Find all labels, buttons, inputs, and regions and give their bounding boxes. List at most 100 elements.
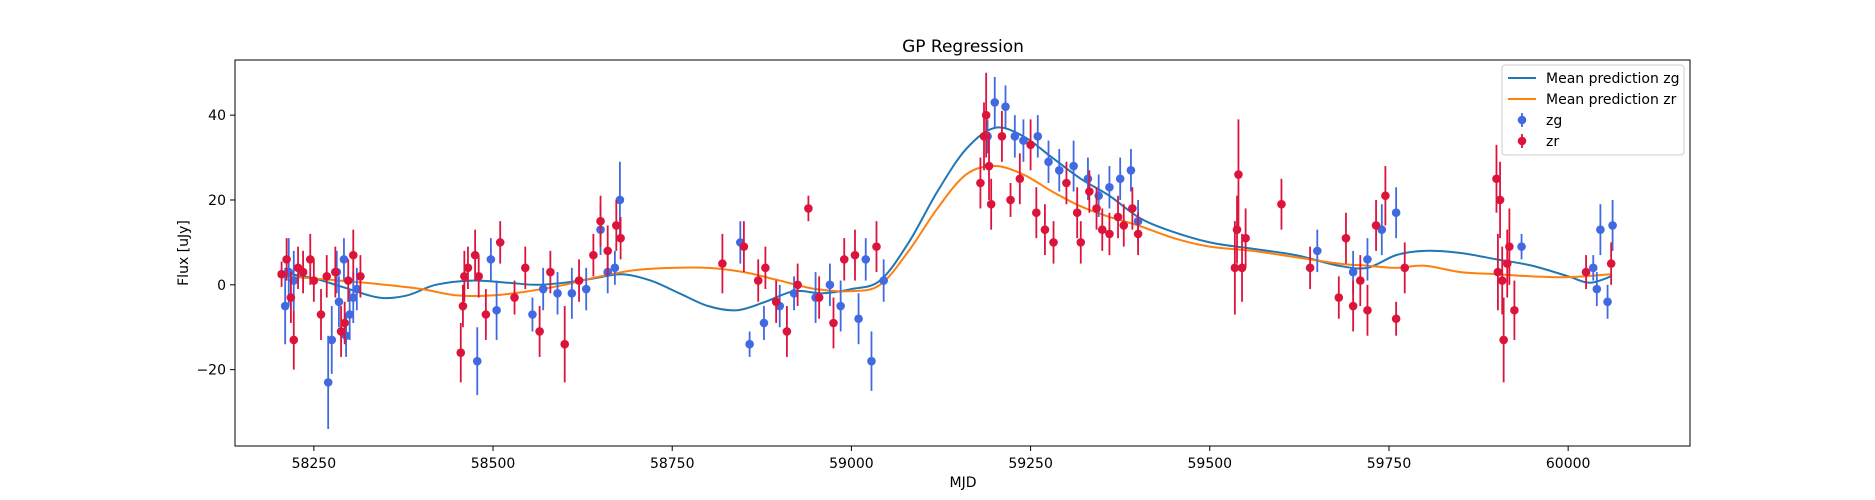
data-point bbox=[1072, 208, 1082, 218]
data-point bbox=[1006, 195, 1015, 205]
data-point bbox=[336, 327, 346, 336]
data-point bbox=[553, 288, 562, 298]
data-point bbox=[1128, 204, 1137, 213]
data-point bbox=[861, 255, 871, 264]
data-point bbox=[1517, 242, 1526, 251]
data-point bbox=[789, 288, 799, 298]
data-point bbox=[334, 297, 344, 307]
data-point bbox=[581, 284, 591, 294]
data-point bbox=[879, 276, 888, 285]
legend-box bbox=[1501, 64, 1685, 156]
data-point bbox=[814, 293, 824, 302]
data-point bbox=[1076, 238, 1086, 247]
data-point bbox=[348, 250, 358, 260]
legend-label: zr bbox=[1546, 134, 1559, 150]
data-point bbox=[984, 161, 994, 171]
prediction-line-zr bbox=[277, 165, 1612, 298]
data-point bbox=[309, 276, 319, 285]
data-point bbox=[331, 267, 340, 277]
data-point bbox=[990, 98, 1000, 107]
data-point bbox=[323, 378, 333, 387]
data-point bbox=[610, 263, 620, 273]
plot-frame bbox=[234, 59, 1691, 447]
data-point bbox=[1237, 263, 1247, 273]
data-point bbox=[1069, 161, 1078, 171]
data-point bbox=[976, 178, 985, 188]
data-point bbox=[1119, 221, 1129, 230]
data-point bbox=[1015, 174, 1025, 184]
x-tick-label: 58750 bbox=[650, 456, 695, 472]
data-point bbox=[322, 272, 332, 281]
data-point bbox=[1588, 263, 1598, 273]
data-point bbox=[1391, 208, 1401, 218]
data-point bbox=[327, 335, 337, 345]
data-point bbox=[1581, 267, 1591, 277]
data-point bbox=[298, 267, 308, 277]
data-point bbox=[458, 301, 468, 311]
y-tick-label: −20 bbox=[196, 363, 226, 379]
data-point bbox=[305, 255, 315, 264]
data-point bbox=[1608, 221, 1617, 230]
x-tick-label: 59500 bbox=[1188, 456, 1233, 472]
data-point bbox=[560, 339, 570, 349]
data-point bbox=[528, 310, 537, 319]
data-point bbox=[1381, 191, 1390, 201]
x-tick-label: 58250 bbox=[292, 456, 337, 472]
data-point bbox=[1097, 225, 1107, 234]
legend-label: Mean prediction zr bbox=[1546, 92, 1677, 108]
data-point bbox=[1033, 132, 1043, 141]
observation-points bbox=[277, 72, 1617, 430]
data-point bbox=[986, 199, 996, 209]
data-point bbox=[997, 132, 1007, 141]
data-point bbox=[981, 110, 991, 120]
data-point bbox=[1603, 297, 1612, 307]
data-point bbox=[486, 255, 496, 264]
data-point bbox=[1232, 225, 1242, 234]
data-point bbox=[538, 284, 548, 294]
data-point bbox=[352, 284, 362, 294]
chart-title: GP Regression bbox=[902, 37, 1024, 57]
data-point bbox=[1505, 242, 1514, 251]
data-point bbox=[1049, 238, 1058, 247]
data-point bbox=[472, 356, 482, 366]
y-tick-label: 20 bbox=[208, 193, 226, 209]
data-point bbox=[782, 327, 792, 336]
data-point bbox=[771, 297, 781, 307]
data-point bbox=[872, 242, 881, 251]
data-point bbox=[456, 348, 466, 357]
legend-label: zg bbox=[1546, 113, 1562, 129]
data-point bbox=[1026, 140, 1035, 150]
data-point bbox=[1044, 157, 1053, 167]
data-point bbox=[718, 259, 727, 268]
x-tick-label: 59750 bbox=[1367, 456, 1412, 472]
data-point bbox=[289, 335, 299, 345]
data-point bbox=[1083, 174, 1093, 184]
data-point bbox=[1510, 305, 1519, 315]
data-point bbox=[612, 221, 621, 230]
data-point bbox=[850, 250, 860, 260]
data-point bbox=[280, 301, 290, 311]
data-point bbox=[1241, 233, 1250, 243]
data-point bbox=[1592, 284, 1602, 294]
data-point bbox=[1054, 165, 1064, 175]
data-point bbox=[1348, 267, 1358, 277]
y-tick-label: 0 bbox=[217, 278, 226, 294]
series-zr bbox=[277, 72, 1616, 383]
data-point bbox=[616, 233, 625, 243]
data-point bbox=[1092, 204, 1101, 213]
data-point bbox=[1305, 263, 1315, 273]
data-point bbox=[1001, 102, 1010, 111]
data-point bbox=[348, 293, 358, 302]
data-point bbox=[339, 255, 349, 264]
data-point bbox=[1040, 225, 1050, 234]
data-point bbox=[1277, 199, 1286, 209]
data-point bbox=[286, 293, 296, 302]
x-tick-label: 59250 bbox=[1008, 456, 1053, 472]
data-point bbox=[1400, 263, 1410, 273]
data-point bbox=[1606, 259, 1616, 268]
data-point bbox=[1499, 335, 1508, 345]
data-point bbox=[1113, 212, 1123, 222]
data-point bbox=[1105, 229, 1114, 239]
data-point bbox=[345, 310, 354, 319]
